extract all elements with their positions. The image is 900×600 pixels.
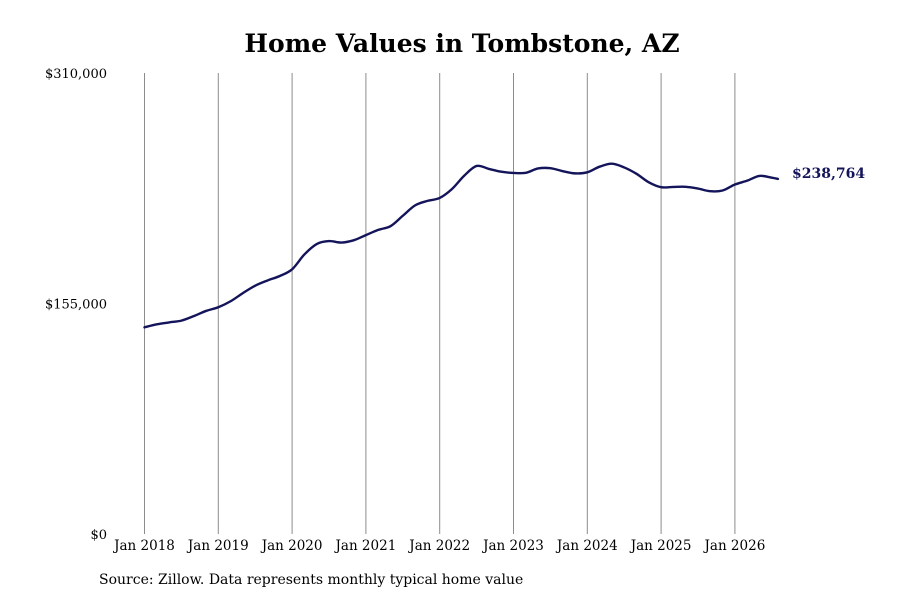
y-axis: $0 $155,000 $310,000 xyxy=(45,67,107,543)
x-tick-label: Jan 2024 xyxy=(555,538,618,554)
x-tick-label: Jan 2026 xyxy=(702,538,765,554)
y-tick-label: $0 xyxy=(90,528,107,543)
x-tick-label: Jan 2023 xyxy=(481,538,544,554)
x-tick-label: Jan 2025 xyxy=(629,538,692,554)
latest-value-label: $238,764 xyxy=(792,166,865,182)
x-tick-label: Jan 2021 xyxy=(333,538,396,554)
source-note: Source: Zillow. Data represents monthly … xyxy=(99,572,524,588)
x-tick-label: Jan 2020 xyxy=(260,538,323,554)
x-tick-label: Jan 2019 xyxy=(186,538,249,554)
x-axis: Jan 2018 Jan 2019 Jan 2020 Jan 2021 Jan 2022… xyxy=(112,538,765,554)
y-tick-label: $310,000 xyxy=(45,67,107,82)
home-value-line xyxy=(143,162,780,329)
y-tick-label: $155,000 xyxy=(45,298,107,313)
vertical-gridlines xyxy=(144,73,736,534)
x-tick-label: Jan 2018 xyxy=(112,538,175,554)
x-tick-label: Jan 2022 xyxy=(407,538,470,554)
chart-title: Home Values in Tombstone, AZ xyxy=(244,29,679,58)
